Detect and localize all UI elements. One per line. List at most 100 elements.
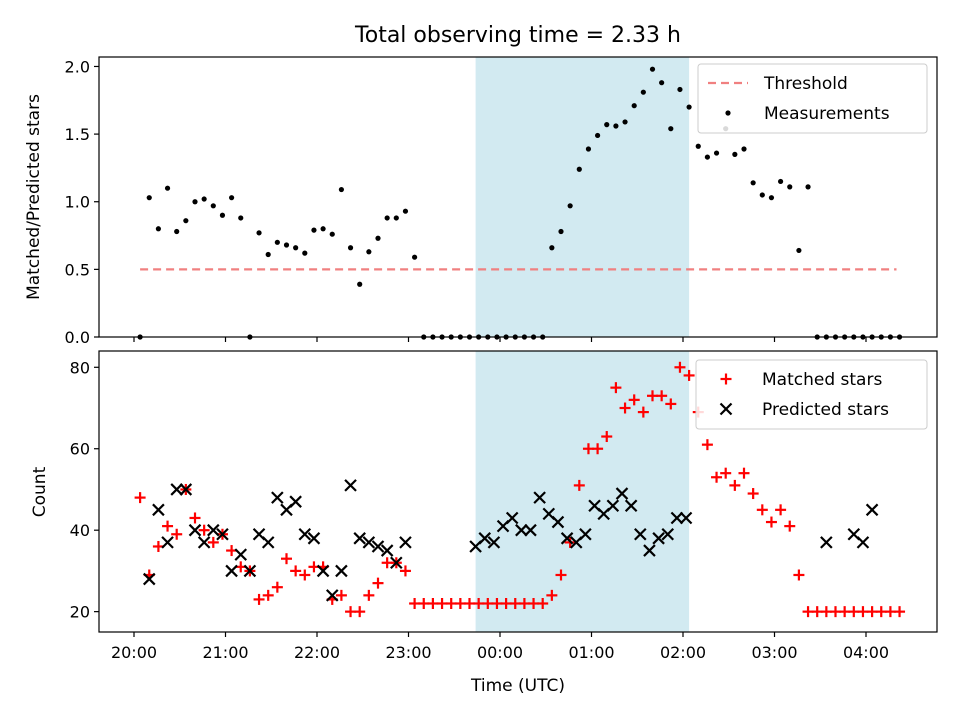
- data-point: [613, 123, 619, 129]
- x-stroke-b: [719, 402, 733, 416]
- y-tick-label: 20: [70, 603, 90, 622]
- y-axis-label-top: Matched/Predicted stars: [24, 94, 44, 300]
- data-point: [595, 132, 601, 139]
- data-point: [243, 564, 257, 578]
- data-point: [271, 491, 284, 504]
- data-point: [171, 528, 183, 540]
- data-point: [747, 488, 759, 500]
- data-point: [299, 569, 311, 581]
- data-point: [711, 471, 723, 483]
- data-point: [335, 564, 348, 578]
- data-point: [183, 218, 189, 224]
- data-point: [293, 245, 299, 251]
- data-point: [713, 150, 720, 156]
- x-stroke-b: [371, 540, 385, 553]
- data-point: [787, 184, 793, 190]
- data-point: [219, 212, 226, 218]
- data-point: [320, 226, 326, 232]
- legend: Threshold Measurements: [697, 63, 928, 134]
- data-point: [344, 479, 357, 492]
- x-stroke-b: [243, 564, 257, 578]
- series-matched-stars: [134, 361, 906, 618]
- data-point: [487, 536, 501, 549]
- data-point: [738, 467, 750, 479]
- x-stroke-b: [225, 564, 238, 578]
- x-stroke-b: [679, 511, 693, 525]
- data-point: [274, 239, 280, 245]
- data-point: [677, 86, 683, 93]
- data-point: [732, 151, 738, 157]
- series-measurements: [137, 66, 903, 340]
- top-panel: 0.0 0.5 1.0 1.5 2.0 Threshold Measurements: [65, 56, 938, 347]
- y-tick-label: 60: [70, 440, 90, 459]
- data-point: [478, 532, 492, 545]
- data-point: [894, 606, 906, 618]
- data-point: [302, 250, 308, 256]
- data-point: [261, 536, 275, 549]
- data-point: [778, 178, 784, 185]
- data-point: [592, 443, 604, 455]
- data-point: [622, 119, 628, 125]
- legend-label: Measurements: [764, 104, 890, 124]
- data-point: [551, 515, 565, 529]
- data-point: [741, 146, 747, 152]
- data-point: [601, 431, 613, 443]
- data-point: [750, 180, 756, 186]
- observing-window-span: [475, 351, 690, 632]
- data-point: [161, 536, 174, 549]
- data-point: [576, 166, 582, 172]
- data-point: [820, 536, 833, 549]
- x-stroke-b: [478, 532, 492, 545]
- data-point: [656, 390, 668, 402]
- x-stroke-b: [252, 527, 266, 541]
- legend-swatch: [720, 373, 732, 385]
- data-point: [412, 254, 418, 260]
- data-point: [335, 589, 347, 601]
- data-point: [643, 544, 656, 557]
- y-tick-label: 1.0: [65, 193, 90, 212]
- data-point: [624, 499, 638, 513]
- x-stroke-b: [524, 523, 537, 537]
- x-stroke-b: [380, 544, 394, 557]
- data-point: [380, 544, 394, 557]
- chart-title: Total observing time = 2.33 h: [354, 23, 681, 48]
- data-point: [311, 227, 317, 233]
- data-point: [366, 249, 372, 255]
- data-point: [631, 103, 637, 109]
- data-point: [533, 491, 546, 504]
- legend-label: Threshold: [763, 74, 848, 94]
- x-stroke-b: [390, 556, 403, 570]
- legend-swatch: [719, 402, 733, 416]
- data-point: [283, 242, 290, 248]
- data-point: [179, 483, 193, 496]
- data-point: [201, 196, 207, 202]
- data-point: [805, 184, 811, 190]
- x-stroke-b: [307, 532, 321, 545]
- data-point: [216, 527, 229, 541]
- x-stroke-b: [847, 527, 861, 541]
- x-stroke-b: [551, 515, 565, 529]
- data-point: [704, 154, 711, 160]
- data-point: [573, 479, 585, 491]
- x-tick-label: 20:00: [111, 643, 157, 662]
- data-point: [768, 195, 775, 201]
- x-stroke-b: [188, 523, 202, 537]
- data-point: [210, 203, 216, 209]
- x-stroke-b: [560, 532, 574, 545]
- data-point: [668, 126, 674, 132]
- data-point: [225, 564, 238, 578]
- x-stroke-b: [515, 523, 528, 537]
- y-axis-label-bottom: Count: [30, 466, 50, 517]
- data-point: [307, 532, 321, 545]
- legend-item: Matched stars: [720, 370, 882, 390]
- y-tick-label: 2.0: [65, 57, 90, 76]
- data-point: [628, 394, 640, 406]
- data-point: [207, 536, 219, 548]
- x-stroke-b: [325, 589, 339, 602]
- data-point: [375, 235, 381, 241]
- data-point: [610, 382, 622, 394]
- x-tick-label: 23:00: [385, 643, 431, 662]
- data-point: [679, 511, 693, 525]
- x-stroke-b: [533, 491, 546, 504]
